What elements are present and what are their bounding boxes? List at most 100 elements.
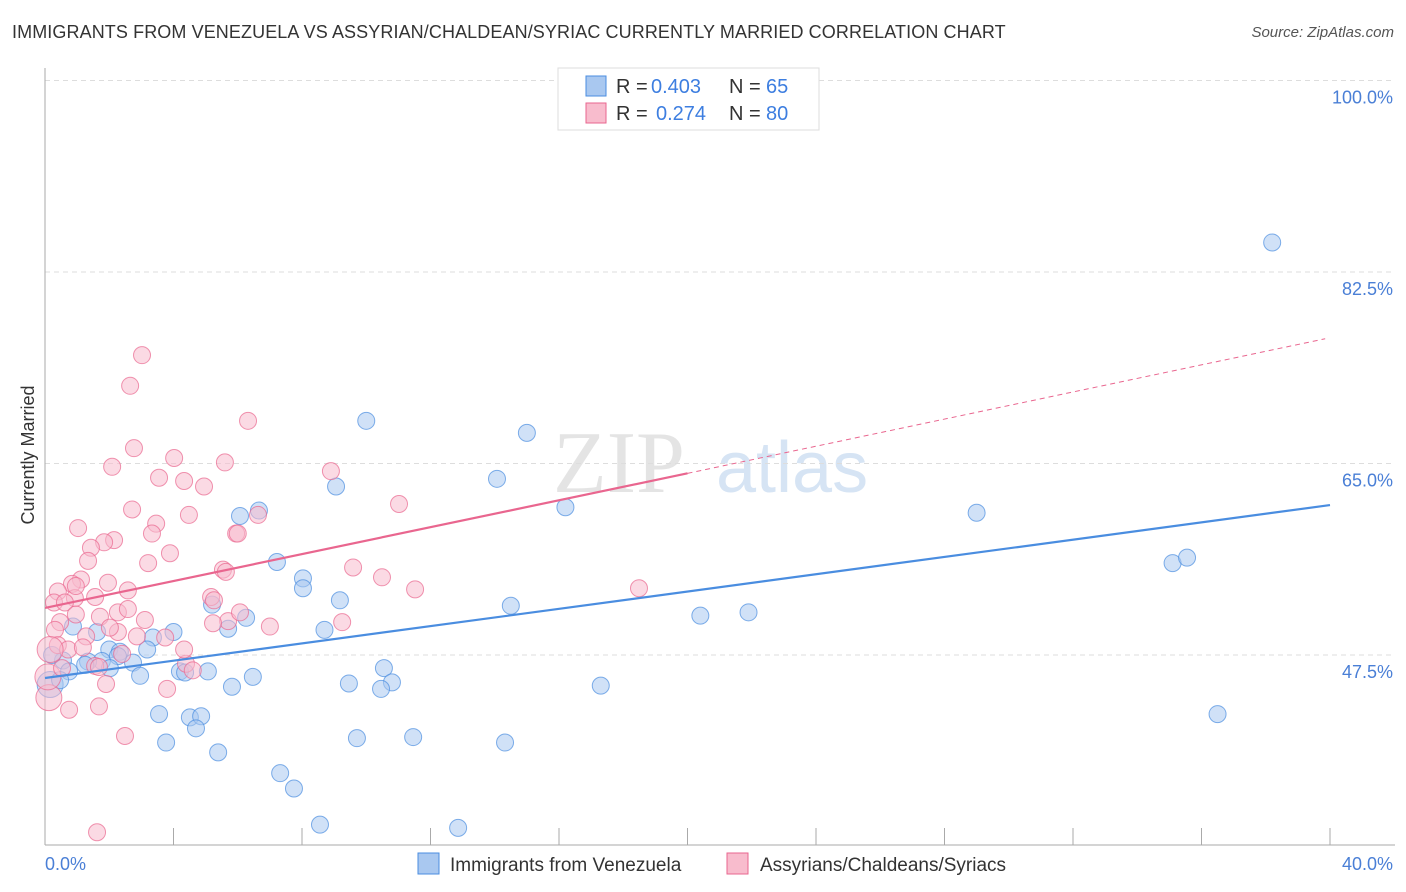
assyrian-point [97, 674, 116, 693]
venezuela-point [556, 498, 575, 517]
venezuela-point [339, 674, 358, 693]
assyrian-point [123, 500, 142, 519]
assyrian-point [150, 468, 169, 487]
venezuela-point [347, 729, 366, 748]
venezuela-point [1178, 548, 1197, 567]
venezuela-point [230, 507, 249, 526]
legend-swatch [585, 102, 607, 124]
venezuela-point [271, 764, 290, 783]
venezuela-point [310, 815, 329, 834]
assyrian-point [260, 617, 279, 636]
venezuela-point [293, 579, 312, 598]
venezuela-point [449, 818, 468, 837]
legend-r-value: 0.274 [656, 103, 706, 125]
legend-r-label: R = [616, 103, 648, 125]
assyrian-point [115, 726, 134, 745]
legend-swatch [585, 75, 607, 97]
assyrian-point [98, 573, 117, 592]
assyrian-point [100, 618, 119, 637]
legend-n-label: N = [729, 103, 761, 125]
venezuela-point [243, 667, 262, 686]
assyrian-point [69, 519, 88, 538]
assyrian-point [156, 628, 175, 647]
venezuela-point [330, 591, 349, 610]
venezuela-point [496, 733, 515, 752]
bottom-legend-label: Assyrians/Chaldeans/Syriacs [760, 855, 1006, 876]
assyrian-point [333, 613, 352, 632]
y-tick-label: 100.0% [1332, 88, 1393, 108]
legend-n-value: 80 [766, 103, 788, 125]
assyrian-point [372, 568, 391, 587]
venezuela-point [739, 603, 758, 622]
assyrian-point [215, 453, 234, 472]
assyrian-point [142, 524, 161, 543]
x-tick-label: 40.0% [1342, 854, 1393, 874]
venezuela-point [501, 596, 520, 615]
assyrian-point [248, 505, 267, 524]
y-axis-label: Currently Married [18, 385, 38, 524]
assyrian-point [204, 591, 223, 610]
venezuela-point [157, 733, 176, 752]
venezuela-point [198, 662, 217, 681]
bottom-legend-swatch [726, 852, 749, 875]
assyrian-point [66, 605, 85, 624]
assyrian-point [60, 700, 79, 719]
assyrian-point [36, 636, 64, 664]
assyrian-point [165, 449, 184, 468]
assyrian-point [629, 579, 648, 598]
assyrian-point [230, 603, 249, 622]
source-label: Source: ZipAtlas.com [1251, 24, 1394, 41]
legend-r-value: 0.403 [651, 76, 701, 98]
assyrian-point [321, 462, 340, 481]
assyrian-point [204, 614, 223, 633]
assyrian-point [133, 346, 152, 365]
assyrian-point [103, 457, 122, 476]
x-tick-label: 0.0% [45, 854, 86, 874]
assyrian-point [127, 627, 146, 646]
bottom-legend-label: Immigrants from Venezuela [450, 855, 682, 876]
assyrian-point [66, 577, 85, 596]
assyrian-point [183, 661, 202, 680]
assyrian-point [73, 638, 92, 657]
assyrian-point [239, 411, 258, 430]
assyrian-point [175, 640, 194, 659]
venezuela-point [591, 676, 610, 695]
venezuela-point [327, 477, 346, 496]
venezuela-point [1208, 705, 1227, 724]
assyrian-trend-line [44, 472, 688, 610]
assyrian-point [179, 505, 198, 524]
legend-r-label: R = [616, 76, 648, 98]
venezuela-point [691, 606, 710, 625]
assyrian-point [344, 558, 363, 577]
assyrian-point [89, 658, 108, 677]
assyrian-point [228, 524, 247, 543]
assyrian-point [121, 376, 140, 395]
venezuela-point [222, 677, 241, 696]
assyrian-point [45, 620, 64, 639]
venezuela-point [150, 705, 169, 724]
venezuela-point [487, 469, 506, 488]
assyrian-point [175, 472, 194, 491]
venezuela-point [374, 659, 393, 678]
assyrian-point [79, 551, 98, 570]
assyrian-point [390, 494, 409, 513]
y-tick-label: 82.5% [1342, 279, 1393, 299]
venezuela-point [131, 666, 150, 685]
venezuela-point [517, 423, 536, 442]
venezuela-point [404, 728, 423, 747]
legend-n-value: 65 [766, 76, 788, 98]
assyrian-point [88, 823, 107, 842]
venezuela-point [315, 620, 334, 639]
assyrian-point [124, 439, 143, 458]
venezuela-trend-line [44, 503, 1331, 680]
y-tick-label: 47.5% [1342, 662, 1393, 682]
venezuela-point [186, 719, 205, 738]
assyrian-point [135, 610, 154, 629]
venezuela-point [357, 411, 376, 430]
assyrian-point [195, 477, 214, 496]
watermark-atlas: atlas [716, 428, 868, 508]
venezuela-point [209, 743, 228, 762]
assyrian-point [89, 697, 108, 716]
assyrian-point [113, 644, 132, 663]
